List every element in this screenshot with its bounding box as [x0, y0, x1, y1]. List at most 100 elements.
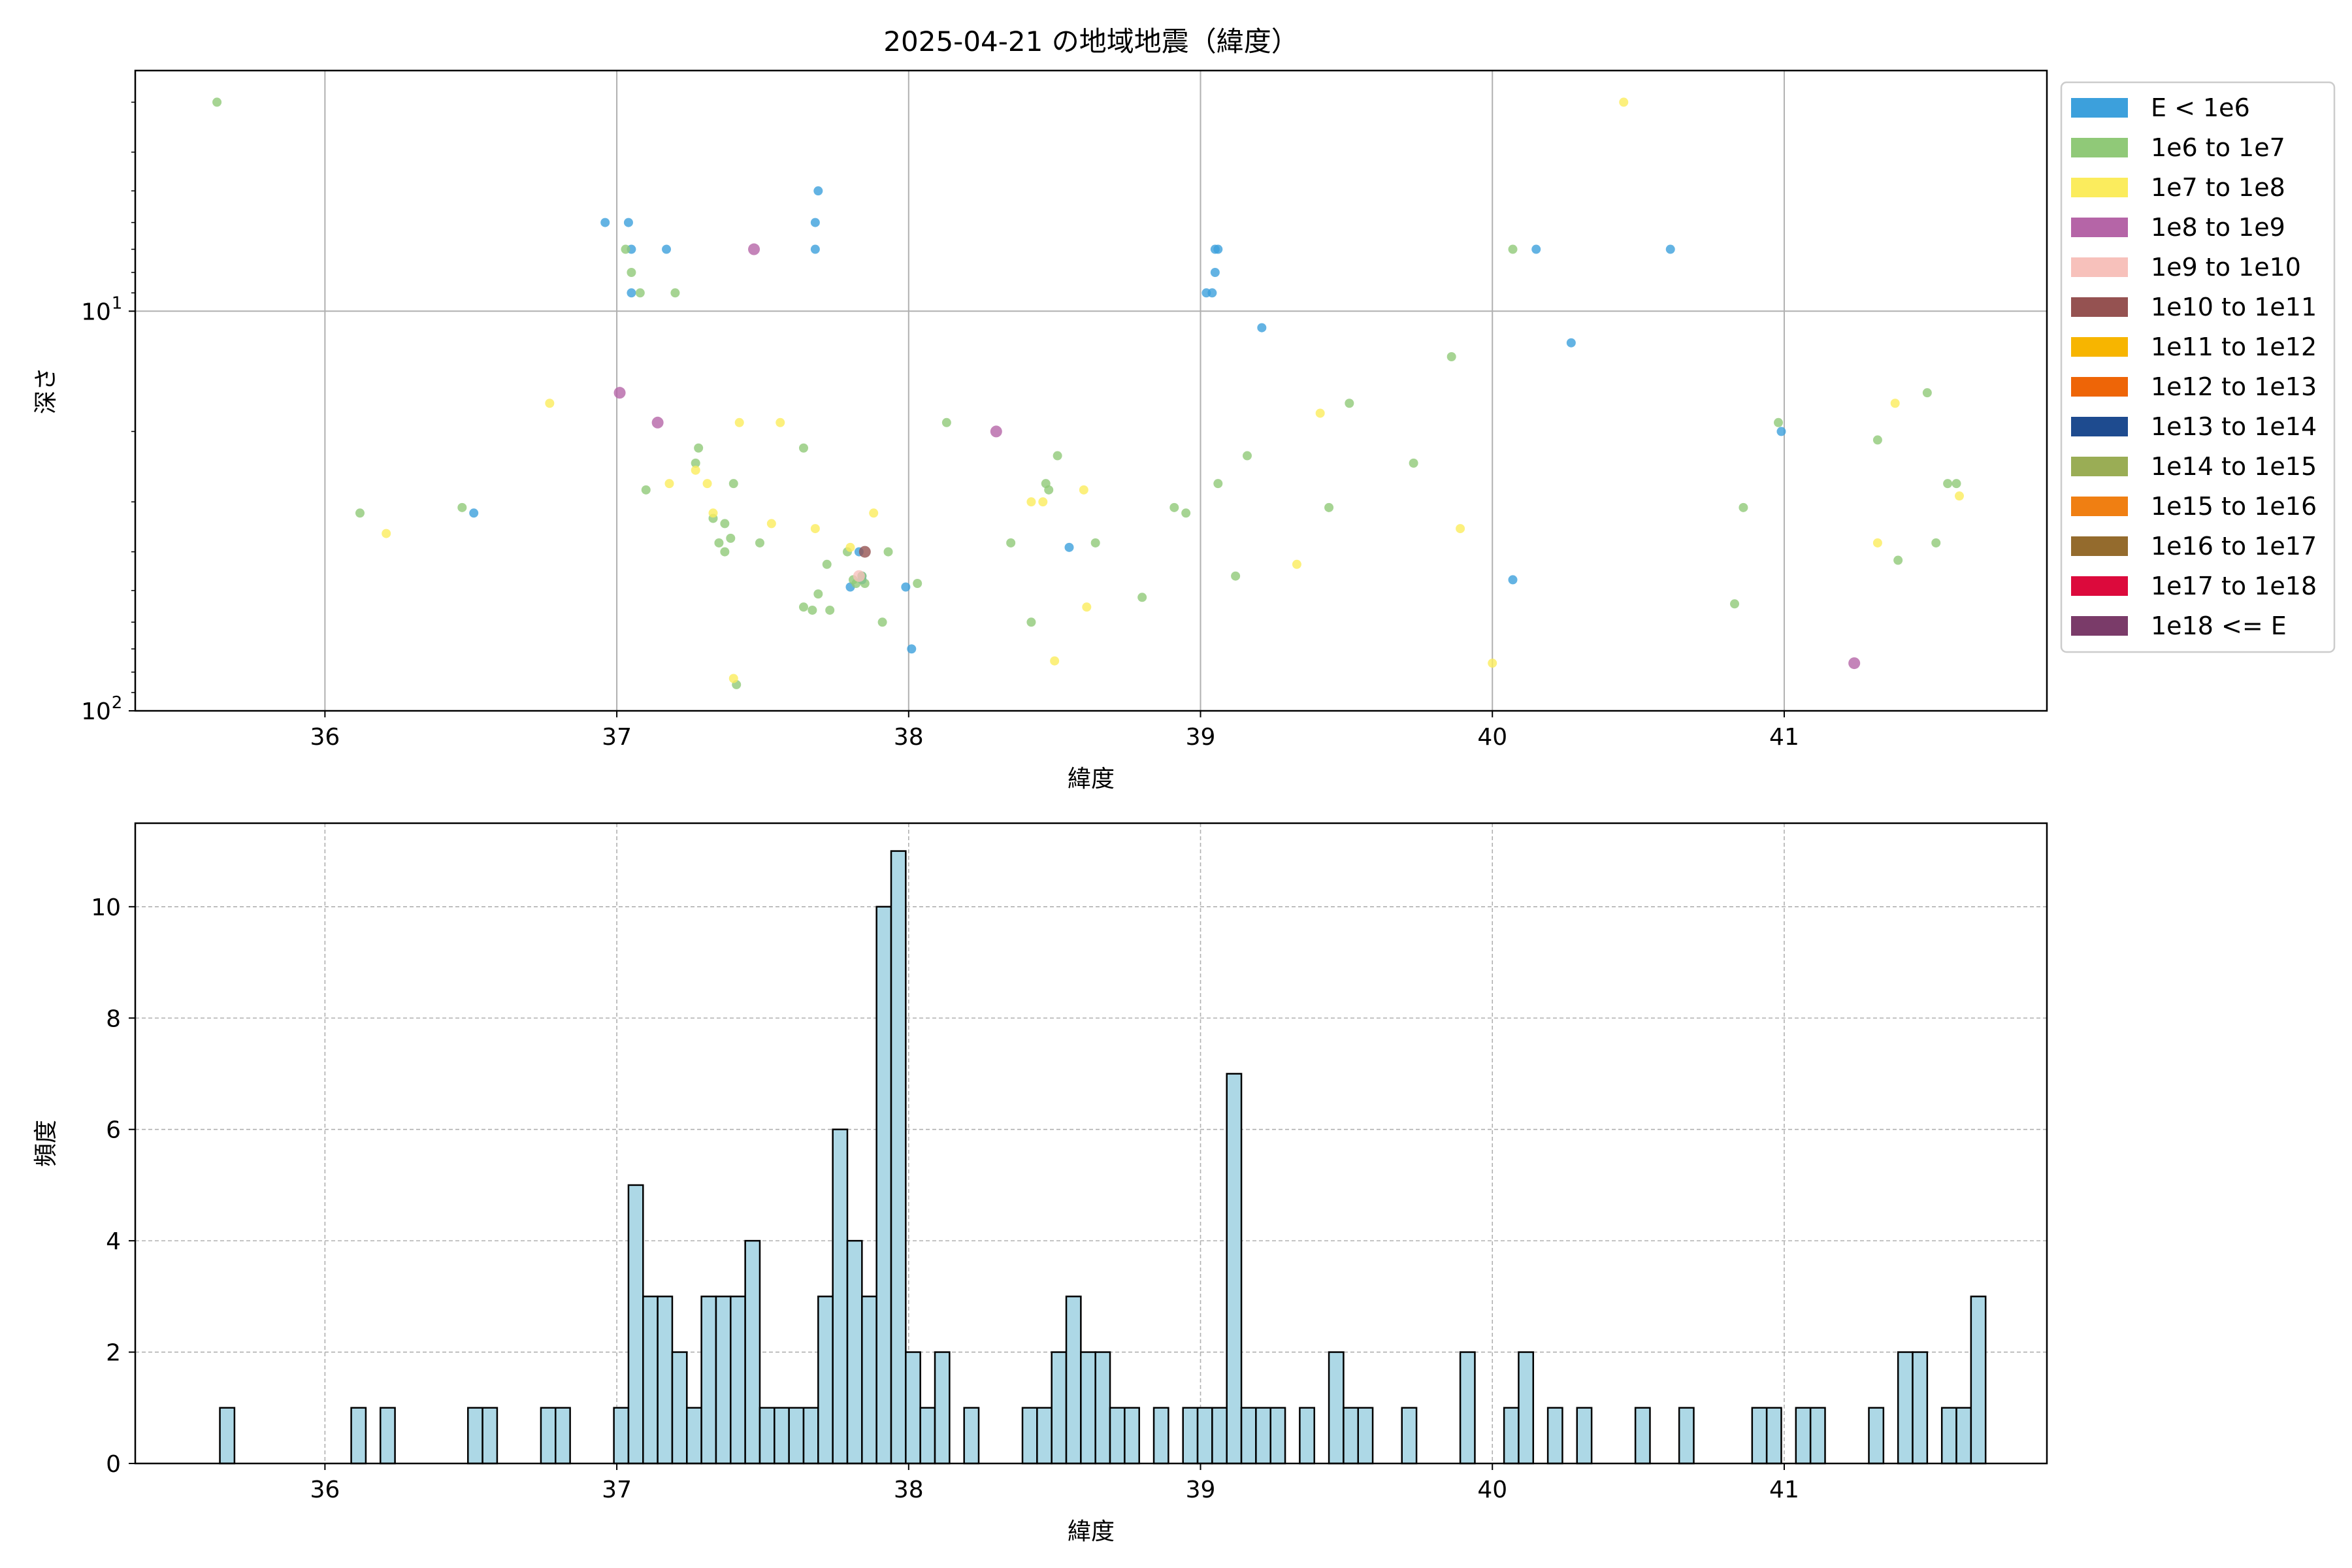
histogram-y-axis-label: 頻度: [33, 1120, 59, 1167]
scatter-point: [708, 508, 718, 518]
histogram-bar: [1751, 1407, 1768, 1465]
scatter-point: [1242, 451, 1252, 461]
scatter-point: [825, 605, 835, 615]
scatter-point: [907, 644, 917, 654]
scatter-point: [664, 479, 674, 489]
scatter-point: [1739, 502, 1748, 512]
scatter-point: [1181, 508, 1191, 518]
histogram-bar: [963, 1407, 980, 1465]
scatter-point: [755, 538, 764, 547]
scatter-point: [860, 579, 870, 589]
histogram-bars: [219, 850, 1987, 1465]
histogram-bar: [1328, 1351, 1345, 1465]
histogram-bar: [700, 1296, 717, 1465]
scatter-point: [1954, 491, 1964, 501]
legend-swatch: [2071, 257, 2128, 277]
legend-swatch: [2071, 536, 2128, 556]
scatter-point: [798, 443, 808, 453]
legend-items: E < 1e6 1e6 to 1e7 1e7 to 1e8 1e8 to 1e9 1e9…: [2071, 93, 2317, 640]
histogram-bar: [875, 906, 892, 1465]
scatter-point: [627, 268, 636, 278]
scatter-point: [1446, 351, 1456, 361]
scatter-point: [1931, 538, 1941, 547]
scatter-point: [941, 417, 951, 427]
histogram-bar: [686, 1407, 702, 1465]
scatter-point: [734, 417, 744, 427]
scatter-point: [1872, 435, 1882, 445]
legend-label: 1e17 to 1e18: [2151, 572, 2317, 600]
scatter-point: [1210, 268, 1220, 278]
histogram-bar: [1109, 1407, 1126, 1465]
scatter-point: [776, 417, 785, 427]
scatter-point: [1050, 656, 1060, 666]
scatter-point: [1508, 575, 1518, 585]
scatter-point: [1848, 657, 1861, 670]
scatter-point: [1345, 399, 1354, 408]
histogram-bar: [1065, 1296, 1082, 1465]
scatter-plot-frame: [134, 69, 2048, 712]
scatter-point: [600, 218, 610, 227]
legend-label: 1e15 to 1e16: [2151, 492, 2317, 521]
scatter-y-tick-label: 10: [81, 299, 111, 325]
histogram-bar: [1678, 1407, 1695, 1465]
legend-label: 1e9 to 1e10: [2151, 253, 2301, 282]
histogram-bar: [1299, 1407, 1315, 1465]
scatter-point: [1315, 408, 1325, 418]
scatter-point: [545, 399, 555, 408]
scatter-point: [1456, 524, 1465, 534]
histogram-bar: [919, 1407, 936, 1465]
histogram-bar: [817, 1296, 834, 1465]
histogram-bar: [1124, 1407, 1140, 1465]
scatter-point: [694, 443, 704, 453]
legend-label: 1e10 to 1e11: [2151, 293, 2317, 321]
scatter-point: [670, 288, 680, 298]
histogram-bar: [613, 1407, 630, 1465]
histogram-y-tick-label: 8: [106, 1005, 121, 1032]
scatter-point: [1038, 497, 1048, 507]
histogram-bar: [1868, 1407, 1885, 1465]
legend-label: 1e16 to 1e17: [2151, 532, 2317, 561]
scatter-point: [1292, 559, 1301, 569]
scatter-point: [858, 546, 871, 558]
scatter-y-axis-label: 深さ: [33, 367, 59, 414]
legend-label: 1e12 to 1e13: [2151, 372, 2317, 401]
scatter-x-tick-label: 38: [894, 724, 924, 751]
histogram-bar: [1634, 1407, 1651, 1465]
scatter-point: [457, 502, 467, 512]
histogram-bar: [1897, 1351, 1914, 1465]
scatter-point: [1890, 399, 1900, 408]
scatter-point: [798, 602, 808, 612]
scatter-x-tick-label: 40: [1477, 724, 1507, 751]
scatter-point: [813, 186, 823, 196]
scatter-point: [810, 244, 820, 254]
histogram-x-tick-label: 37: [602, 1477, 632, 1503]
histogram-bar: [1795, 1407, 1812, 1465]
scatter-point: [1619, 97, 1629, 107]
scatter-point: [714, 538, 724, 547]
figure-title: 2025-04-21 の地域地震（緯度）: [883, 25, 1298, 57]
scatter-point: [623, 218, 633, 227]
scatter-x-axis-label: 緯度: [1068, 766, 1115, 792]
histogram-bar: [1269, 1407, 1286, 1465]
legend-label: 1e18 <= E: [2151, 612, 2287, 640]
histogram-bar: [1912, 1351, 1929, 1465]
scatter-point: [1090, 538, 1100, 547]
scatter-point: [1082, 602, 1092, 612]
scatter-point: [726, 533, 736, 543]
scatter-point: [662, 244, 672, 254]
scatter-points: [212, 97, 1964, 689]
histogram-y-tick-label: 6: [106, 1117, 121, 1144]
scatter-point: [702, 479, 712, 489]
histogram-bar: [802, 1407, 819, 1465]
legend-label: E < 1e6: [2151, 93, 2250, 122]
histogram-bar: [774, 1407, 790, 1465]
histogram-bar: [1576, 1407, 1593, 1465]
histogram-bar: [1546, 1407, 1563, 1465]
scatter-point: [1922, 388, 1932, 398]
histogram-bar: [934, 1351, 951, 1465]
histogram-bar: [730, 1296, 746, 1465]
histogram-bar: [1094, 1351, 1111, 1465]
scatter-point: [1213, 244, 1223, 254]
histogram-bar: [671, 1351, 688, 1465]
